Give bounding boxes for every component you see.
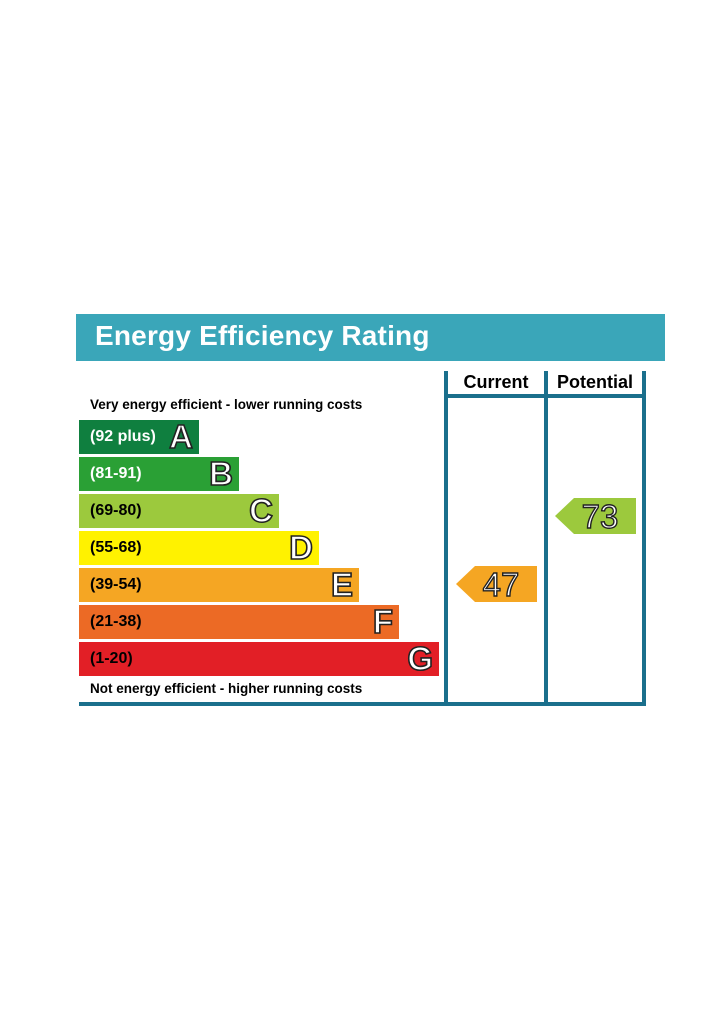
potential-rating-value: 73 — [582, 498, 619, 535]
band-letter: B — [208, 454, 233, 493]
header-underline — [444, 394, 646, 398]
band-range-label: (92 plus) — [90, 428, 156, 445]
band-letter: F — [372, 602, 394, 641]
bottom-rule — [79, 702, 646, 706]
band-range-label: (1-20) — [90, 650, 133, 667]
band-d: (55-68) D — [79, 528, 319, 567]
band-range-label: (81-91) — [90, 465, 142, 482]
current-rating-arrow-shape — [456, 566, 537, 602]
band-range-label: (21-38) — [90, 613, 142, 630]
band-f: (21-38) F — [79, 602, 399, 641]
band-range-label: (69-80) — [90, 502, 142, 519]
column-divider-left — [444, 371, 448, 706]
band-letter: D — [288, 528, 313, 567]
column-divider-middle — [544, 371, 548, 706]
band-letter: A — [168, 417, 193, 456]
band-a: (92 plus) A — [79, 417, 199, 456]
band-e: (39-54) E — [79, 565, 359, 604]
band-g: (1-20) G — [79, 639, 439, 678]
top-caption: Very energy efficient - lower running co… — [90, 397, 363, 412]
band-letter: C — [248, 491, 273, 530]
current-rating-value: 47 — [483, 566, 520, 603]
band-letter: E — [330, 565, 354, 604]
potential-rating-arrow: 73 — [555, 497, 636, 536]
bottom-caption: Not energy efficient - higher running co… — [90, 681, 363, 696]
current-rating-arrow: 47 — [456, 565, 537, 604]
band-b: (81-91) B — [79, 454, 239, 493]
potential-rating-arrow-shape — [555, 498, 636, 534]
column-header-current: Current — [463, 372, 529, 392]
band-letter: G — [407, 639, 434, 678]
column-divider-right — [642, 371, 646, 706]
band-range-label: (55-68) — [90, 539, 142, 556]
band-range-label: (39-54) — [90, 576, 142, 593]
chart-title: Energy Efficiency Rating — [95, 320, 430, 351]
title-bar: Energy Efficiency Rating — [76, 314, 665, 361]
band-c: (69-80) C — [79, 491, 279, 530]
column-header-potential: Potential — [556, 372, 633, 392]
